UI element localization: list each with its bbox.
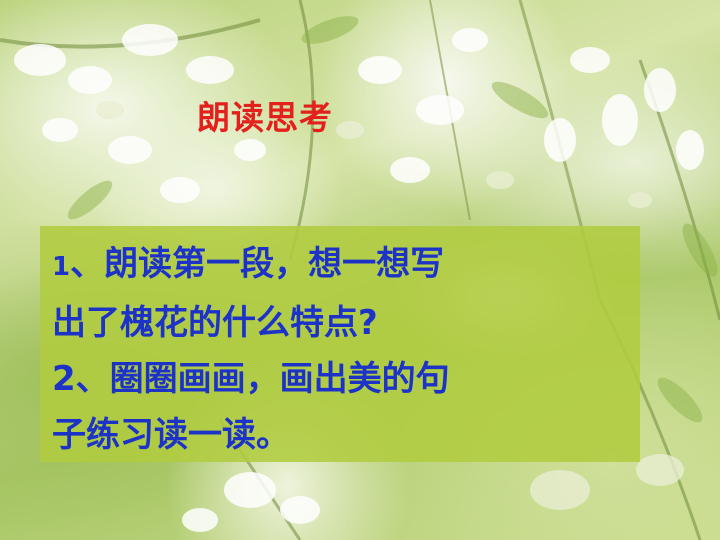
question-1-number: 1 xyxy=(52,252,71,282)
question-2-line-2: 子练习读一读。 xyxy=(52,415,290,455)
question-box: 1、朗读第一段，想一想写 出了槐花的什么特点? 2、圈圈画画，画出美的句 子练习… xyxy=(40,226,640,462)
question-2-line-1: 2、圈圈画画，画出美的句 xyxy=(52,351,640,407)
question-2-number: 2 xyxy=(52,359,76,399)
slide-title: 朗读思考 xyxy=(197,98,333,137)
question-1-text-1: 、朗读第一段，想一想写 xyxy=(70,244,445,284)
question-1-line-2: 出了槐花的什么特点? xyxy=(52,303,378,343)
question-2-text-1: 、圈圈画画，画出美的句 xyxy=(75,359,450,399)
question-1-line-1: 1、朗读第一段，想一想写 xyxy=(52,236,640,295)
